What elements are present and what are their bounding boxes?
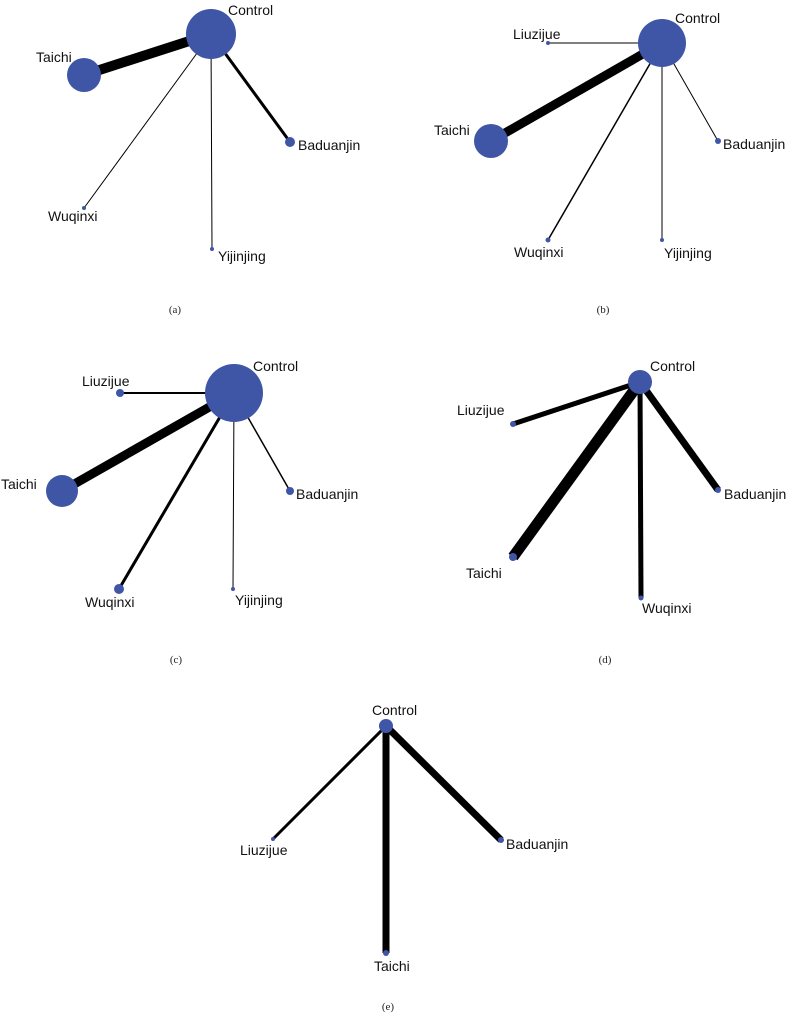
- edge-control-wuqinxi: [83, 33, 212, 209]
- node-label-yijinjing: Yijinjing: [218, 248, 266, 264]
- node-taichi: [383, 950, 389, 956]
- node-label-baduanjin: Baduanjin: [724, 486, 786, 502]
- node-control: [379, 719, 393, 733]
- edge-control-liuzijue: [271, 724, 388, 841]
- node-label-wuqinxi: Wuqinxi: [642, 600, 692, 616]
- node-label-yijinjing: Yijinjing: [664, 245, 712, 261]
- node-yijinjing: [660, 238, 664, 242]
- node-label-wuqinxi: Wuqinxi: [514, 244, 564, 260]
- node-label-yijinjing: Yijinjing: [235, 592, 283, 608]
- node-taichi: [46, 475, 78, 507]
- network-panel-b: Control Liuzijue Taichi Baduanjin Wuqinxi Yij…: [434, 10, 785, 316]
- edge-control-taichi: [508, 378, 645, 561]
- node-label-baduanjin: Baduanjin: [723, 136, 785, 152]
- edge-control-wuqinxi: [637, 381, 644, 599]
- node-wuqinxi: [638, 595, 644, 601]
- edge-control-yijinjing: [232, 392, 235, 590]
- node-control: [638, 19, 686, 67]
- node-liuzijue: [116, 389, 124, 397]
- node-taichi: [509, 553, 517, 561]
- node-liuzijue: [546, 41, 550, 45]
- node-yijinjing: [210, 247, 214, 251]
- panel-label-a: (a): [169, 304, 182, 316]
- node-label-liuzijue: Liuzijue: [240, 842, 288, 858]
- node-label-baduanjin: Baduanjin: [506, 836, 568, 852]
- node-taichi: [474, 124, 508, 158]
- node-baduanjin: [498, 837, 504, 843]
- node-wuqinxi: [82, 206, 86, 210]
- edge-control-yijinjing: [210, 33, 213, 250]
- node-liuzijue: [510, 421, 516, 427]
- node-label-liuzijue: Liuzijue: [513, 26, 561, 42]
- node-label-taichi: Taichi: [36, 49, 72, 65]
- node-label-control: Control: [253, 358, 298, 374]
- node-baduanjin: [285, 137, 295, 147]
- panel-label-c: (c): [170, 654, 183, 666]
- node-label-wuqinxi: Wuqinxi: [85, 594, 135, 610]
- edge-control-taichi: [59, 389, 237, 495]
- edge-control-baduanjin: [383, 723, 504, 843]
- node-liuzijue: [271, 837, 275, 841]
- network-panel-c: Control Liuzijue Taichi Baduanjin Wuqinxi Yij…: [1, 358, 358, 666]
- edge-control-baduanjin: [637, 379, 721, 493]
- node-label-control: Control: [675, 10, 720, 26]
- network-panel-d: Control Liuzijue Taichi Baduanjin Wuqinxi (d): [457, 358, 786, 666]
- edge-control-wuqinxi: [547, 42, 663, 241]
- network-panel-a: Control Taichi Baduanjin Wuqinxi Yijinjing (a…: [36, 2, 360, 316]
- node-label-liuzijue: Liuzijue: [457, 402, 505, 418]
- node-wuqinxi: [114, 584, 124, 594]
- node-wuqinxi: [545, 237, 551, 243]
- node-label-control: Control: [650, 358, 695, 374]
- panel-label-b: (b): [597, 304, 610, 316]
- node-label-taichi: Taichi: [1, 476, 37, 492]
- node-label-wuqinxi: Wuqinxi: [48, 208, 98, 224]
- node-control: [205, 364, 263, 422]
- edge-control-taichi: [488, 39, 665, 145]
- edge-control-liuzijue: [512, 379, 641, 427]
- node-label-control: Control: [228, 2, 273, 18]
- network-panel-e: Control Liuzijue Baduanjin Taichi (e): [240, 702, 568, 1013]
- edge-control-wuqinxi: [117, 392, 236, 590]
- node-baduanjin: [715, 138, 721, 144]
- panel-label-d: (d): [599, 654, 612, 666]
- node-label-baduanjin: Baduanjin: [298, 137, 360, 153]
- node-label-taichi: Taichi: [466, 565, 502, 581]
- panel-label-e: (e): [382, 1001, 395, 1013]
- node-label-taichi: Taichi: [434, 122, 470, 138]
- node-label-liuzijue: Liuzijue: [82, 373, 130, 389]
- node-taichi: [67, 58, 101, 92]
- node-label-baduanjin: Baduanjin: [296, 486, 358, 502]
- node-baduanjin: [715, 487, 721, 493]
- node-label-control: Control: [372, 702, 417, 718]
- node-control: [628, 370, 652, 394]
- node-label-taichi: Taichi: [374, 958, 410, 974]
- node-control: [186, 9, 236, 59]
- node-baduanjin: [286, 487, 294, 495]
- node-yijinjing: [231, 587, 235, 591]
